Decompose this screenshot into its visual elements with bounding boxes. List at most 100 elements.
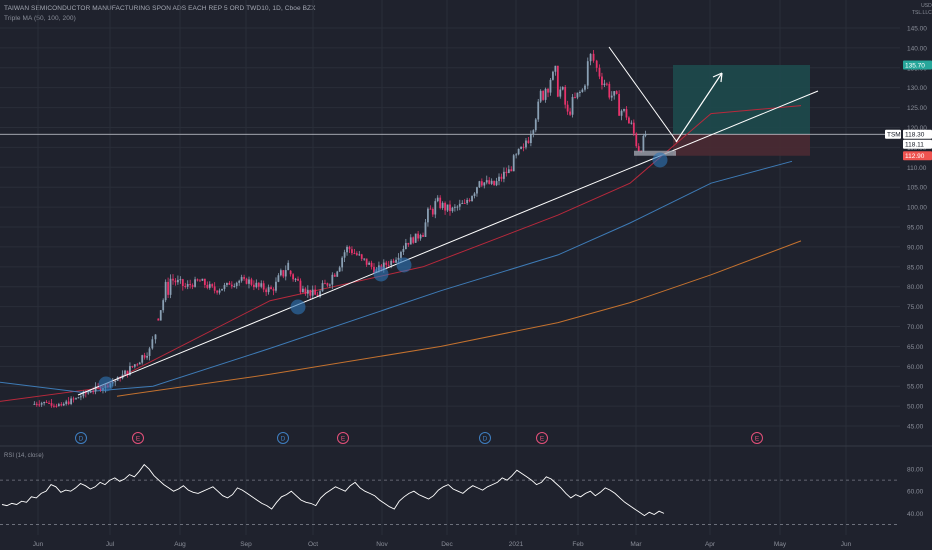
candle-body (620, 110, 623, 116)
time-axis[interactable]: Jun Jul Aug Sep Oct Nov Dec 2021 Feb Mar Apr May Jun (33, 541, 852, 548)
candle-body (143, 355, 146, 358)
candle-body (184, 285, 187, 287)
earnings-marker-label: E (540, 436, 545, 443)
candle-body (461, 202, 464, 204)
candle-body (549, 79, 552, 93)
candle-body (131, 366, 134, 368)
candle-body (463, 202, 466, 204)
candle-body (328, 284, 331, 286)
candle-body (277, 275, 280, 282)
candle-body (417, 233, 420, 239)
candle-body (471, 196, 473, 202)
candle-body (547, 88, 549, 93)
candle-body (395, 259, 397, 263)
time-tick-label: Apr (705, 541, 716, 548)
ma200-line (116, 240, 802, 397)
dividend-marker (75, 432, 87, 444)
price-tick-label: 55.00 (907, 384, 924, 391)
time-tick-label: Sep (240, 541, 252, 548)
rsi-line (1, 463, 665, 517)
candle-body (265, 289, 268, 293)
price-tick-label: 100.00 (907, 205, 927, 212)
candle-body (67, 401, 70, 405)
currency-code: USD (921, 3, 932, 9)
candle-body (581, 89, 584, 92)
candle-body (488, 180, 491, 184)
descending-trendline (608, 46, 678, 143)
candle-body (324, 283, 326, 285)
candle-body (245, 278, 248, 284)
candle-body (60, 404, 63, 406)
candle-body (569, 111, 571, 115)
price-axis[interactable]: 45.00 50.00 55.00 60.00 65.00 70.00 75.00 80.00… (907, 25, 927, 430)
candle-body (589, 53, 592, 62)
candle-body (382, 262, 385, 270)
candle-body (201, 278, 204, 281)
earnings-marker (132, 432, 144, 444)
candle-body (146, 355, 148, 358)
candle-body (319, 291, 321, 297)
candle-body (270, 287, 272, 290)
candle-body (559, 89, 562, 97)
candle-body (507, 169, 510, 174)
candle-body (199, 280, 201, 282)
candle-body (284, 270, 287, 277)
price-tick-label: 85.00 (907, 264, 924, 271)
secondary-price-badge: 118.11 (905, 142, 924, 149)
candle-body (630, 122, 633, 124)
candle-body (55, 405, 58, 407)
candle-body (480, 181, 483, 186)
candle-body (92, 391, 95, 393)
candle-body (65, 401, 68, 404)
candle-body (500, 176, 503, 179)
candle-body (238, 280, 241, 283)
candle-body (154, 334, 157, 340)
candle-body (578, 91, 581, 93)
triple-ma-legend[interactable]: Triple MA (50, 100, 200) (4, 15, 76, 22)
candle-body (544, 88, 547, 100)
candle-body (194, 279, 196, 287)
candle-body (70, 398, 73, 405)
price-tick-label: 45.00 (907, 424, 924, 431)
candle-body (429, 208, 432, 210)
candle-body (129, 366, 131, 376)
candle-body (84, 392, 87, 394)
candle-body (566, 104, 569, 112)
long-position-zones[interactable] (0, 64, 900, 156)
time-tick-label: Nov (376, 541, 388, 548)
candle-body (431, 208, 434, 215)
price-badges: 135.70 118.30 118.11 112.90 TSM (885, 60, 932, 161)
candle-body (537, 101, 540, 120)
trendline-touch-marker (652, 152, 668, 168)
candle-body (436, 197, 439, 202)
candle-body (35, 403, 38, 405)
candle-body (586, 61, 589, 86)
candle-body (571, 96, 574, 115)
candle-body (564, 86, 567, 105)
rsi-legend[interactable]: RSI (14, close) (4, 453, 44, 459)
candle-body (38, 404, 41, 406)
candle-body (615, 91, 618, 94)
candle-body (625, 109, 628, 118)
candle-body (255, 282, 258, 288)
candle-body (233, 286, 236, 288)
candle-body (529, 134, 532, 144)
candle-body (520, 146, 522, 149)
drawing-annotations[interactable] (77, 46, 819, 396)
candle-body (124, 370, 126, 375)
projection-arrow-head (712, 72, 723, 83)
candle-body (279, 270, 282, 276)
price-tick-label: 95.00 (907, 225, 924, 232)
candle-body (294, 278, 297, 280)
candle-body (561, 86, 564, 90)
candle-body (412, 237, 415, 243)
time-tick-label: Aug (174, 541, 186, 548)
trendline-touch-marker (396, 257, 412, 273)
candle-body (223, 285, 226, 289)
candle-body (338, 267, 341, 272)
earnings-marker-label: E (341, 436, 346, 443)
candle-body (576, 92, 579, 98)
time-tick-label: 2021 (509, 541, 524, 548)
candle-body (172, 278, 174, 281)
